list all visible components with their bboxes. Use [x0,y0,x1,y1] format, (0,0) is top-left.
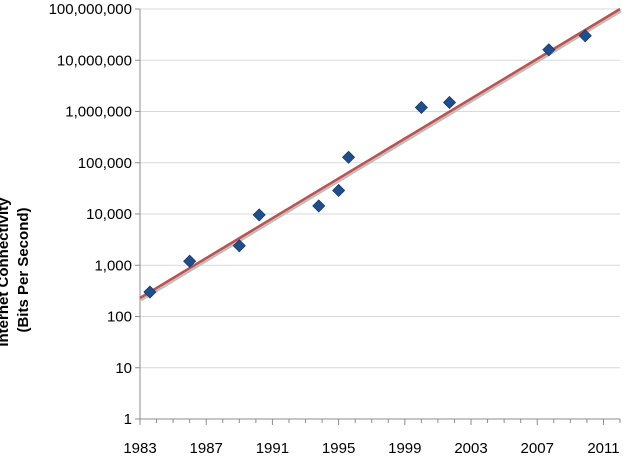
y-tick-label: 1,000 [94,257,132,274]
data-point [442,95,457,110]
data-points [143,29,592,299]
y-axis-title: Internet Connectivity (Bits Per Second) [0,193,32,346]
y-axis-title-line-2: (Bits Per Second) [15,207,32,332]
trendline-layer [139,7,622,302]
data-point [252,208,266,222]
data-point [332,183,346,198]
gridlines [140,8,620,369]
data-point [414,100,428,115]
x-tick-labels: 1983 1987 1991 1995 1999 2003 2007 2011 [123,440,619,457]
y-tick-label: 10,000 [86,206,132,223]
trendline [139,7,621,300]
data-point [232,239,246,253]
axes [135,8,621,425]
x-tick-label: 2003 [454,440,487,457]
x-tick-label: 1999 [388,440,421,457]
x-tick-label: 1995 [322,440,355,457]
y-tick-labels: 1 10 100 1,000 10,000 100,000 1,000,000 10,000,… [49,1,132,428]
trendline-shadow [140,9,622,302]
x-tick-label: 2007 [521,440,554,457]
x-tick-label: 1991 [256,440,289,457]
data-point [183,254,197,268]
x-tick-label: 1983 [123,440,156,457]
data-point [542,43,556,57]
x-tick-label: 1987 [190,440,223,457]
y-tick-label: 10 [115,360,132,377]
data-point [143,285,157,299]
y-tick-label: 100,000 [78,155,132,172]
y-tick-label: 1 [124,411,132,428]
data-point [578,29,592,43]
y-tick-label: 10,000,000 [57,52,132,69]
y-axis-title-line-1: Internet Connectivity [0,197,12,347]
y-tick-label: 1,000,000 [65,104,132,121]
x-tick-label: 2011 [587,440,619,457]
y-tick-label: 100 [107,309,132,326]
data-point [312,199,326,213]
data-point [341,150,356,164]
y-tick-label: 100,000,000 [49,1,132,18]
